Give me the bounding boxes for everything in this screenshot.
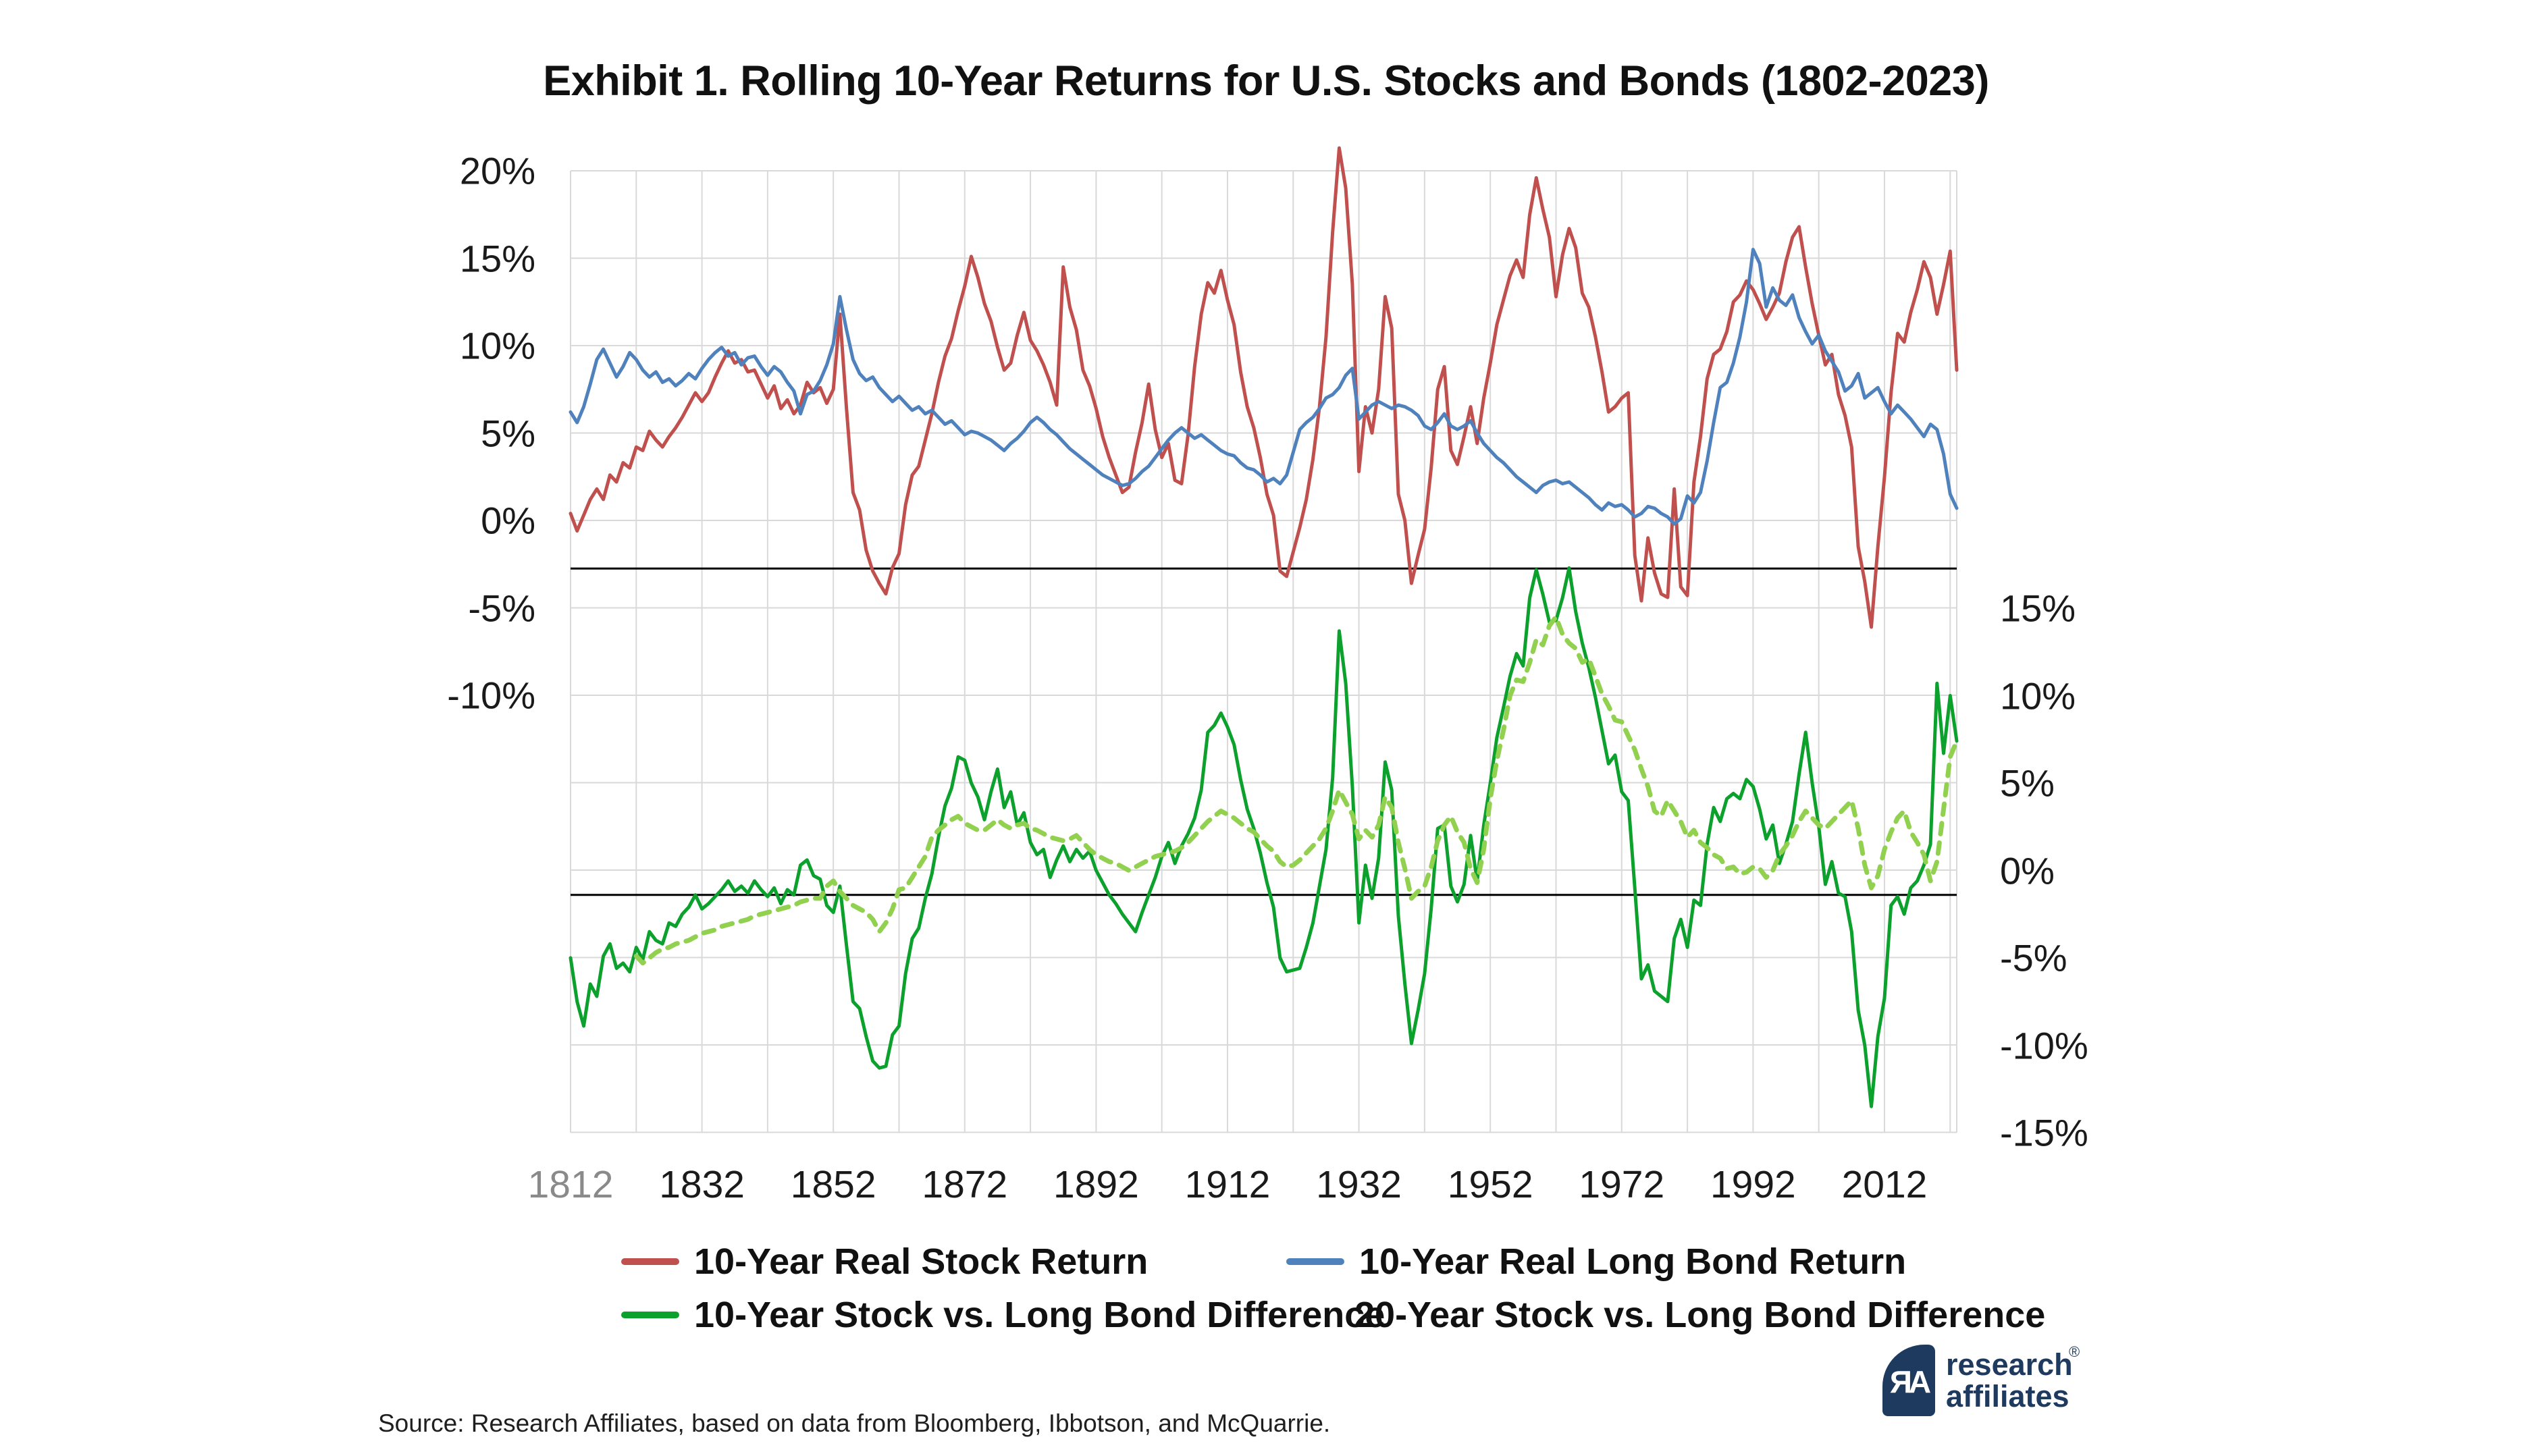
ra-monogram: ЯA (1889, 1364, 1931, 1399)
source-note: Source: Research Affiliates, based on da… (378, 1409, 1331, 1437)
series-diff10 (569, 566, 1959, 1108)
ra-wordmark-line1: research (1946, 1347, 2073, 1382)
left-axis-tick: 10% (459, 324, 535, 367)
right-axis-tick: -5% (2000, 936, 2067, 979)
x-axis-tick: 1972 (1579, 1163, 1665, 1206)
x-axis-tick: 1932 (1316, 1163, 1402, 1206)
right-axis-tick: 15% (2000, 587, 2076, 630)
right-axis-tick: 0% (2000, 849, 2055, 892)
series-diff20 (633, 614, 1959, 966)
x-axis-tick: 1952 (1447, 1163, 1533, 1206)
left-axis-tick: -5% (468, 587, 535, 629)
right-axis-tick: 10% (2000, 674, 2076, 717)
x-axis-tick: 1832 (659, 1163, 745, 1206)
right-axis-tick: -15% (2000, 1111, 2088, 1154)
ra-logo-wordmark: research affiliates (1946, 1349, 2073, 1412)
research-affiliates-logo: ЯA research affiliates ® (1882, 1343, 2085, 1426)
left-axis-tick: 5% (481, 412, 535, 454)
ra-wordmark-line2: affiliates (1946, 1379, 2069, 1413)
series-lines (569, 146, 1959, 1108)
x-axis-tick: 1892 (1053, 1163, 1139, 1206)
x-axis-tick: 1812 (527, 1163, 614, 1206)
right-axis-tick: 5% (2000, 761, 2055, 805)
left-axis-tick: 0% (481, 499, 535, 542)
x-axis-tick: 1992 (1710, 1163, 1796, 1206)
x-axis-tick: 1912 (1184, 1163, 1271, 1206)
x-axis-tick: 2012 (1841, 1163, 1928, 1206)
left-axis-tick: 15% (459, 237, 535, 279)
x-axis-tick: 1852 (790, 1163, 876, 1206)
gridlines (570, 170, 1957, 1133)
right-axis-tick: -10% (2000, 1024, 2088, 1067)
series-bond (569, 248, 1959, 526)
series-stock (569, 146, 1959, 629)
chart-title: Exhibit 1. Rolling 10-Year Returns for U… (543, 57, 1989, 105)
left-axis-tick: -10% (447, 674, 535, 717)
ra-logo-icon: ЯA (1882, 1345, 1935, 1416)
registered-mark: ® (2069, 1343, 2080, 1360)
x-axis-tick: 1872 (922, 1163, 1008, 1206)
zero-reference-lines (571, 567, 1957, 896)
left-axis-tick: 20% (459, 149, 535, 192)
